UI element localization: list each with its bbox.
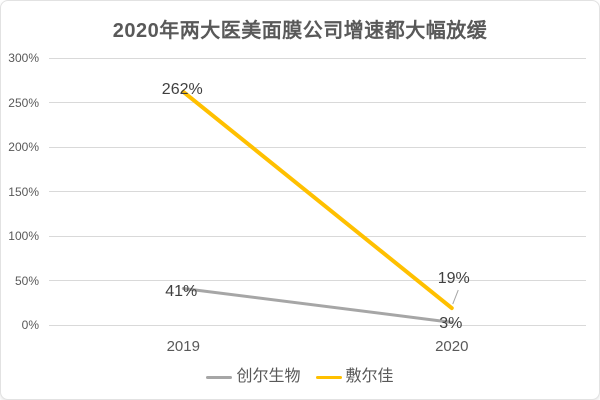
data-label: 19%: [437, 270, 470, 288]
gridline: [49, 57, 586, 59]
data-label: 3%: [439, 315, 463, 333]
gridline: [49, 191, 586, 192]
data-label: 262%: [161, 80, 203, 98]
legend-label: 敷尔佳: [345, 368, 394, 385]
gridline: [49, 146, 586, 148]
series-line-1: [181, 89, 454, 311]
y-axis-tick-label: 150%: [8, 184, 39, 199]
gridline: [49, 235, 586, 237]
y-axis-tick-label: 0%: [21, 318, 39, 332]
legend-swatch-yellow-line: [315, 375, 342, 379]
y-axis-tick-label: 200%: [8, 140, 39, 154]
y-axis-tick-label: 100%: [8, 229, 39, 243]
gridline: [49, 280, 586, 281]
legend-label: 创尔生物: [236, 368, 301, 385]
y-axis-tick-label: 250%: [8, 95, 39, 110]
y-axis-tick-label: 300%: [8, 51, 39, 65]
legend-item-fuerjia: 敷尔佳: [315, 367, 394, 387]
x-axis-label: 2020: [435, 338, 469, 355]
legend-item-chuanger-shengwu: 创尔生物: [206, 367, 301, 387]
data-label-leader-line: [452, 289, 459, 305]
y-axis-tick-label: 50%: [14, 273, 39, 288]
series-line-0: [181, 287, 454, 324]
x-axis-label: 2019: [166, 338, 200, 355]
legend: 创尔生物 敷尔佳: [1, 367, 599, 387]
data-label: 41%: [165, 282, 198, 300]
chart-title: 2020年两大医美面膜公司增速都大幅放缓: [112, 20, 488, 42]
gridline: [49, 102, 586, 103]
legend-swatch-gray-line: [206, 375, 233, 379]
gridline: [49, 324, 586, 326]
